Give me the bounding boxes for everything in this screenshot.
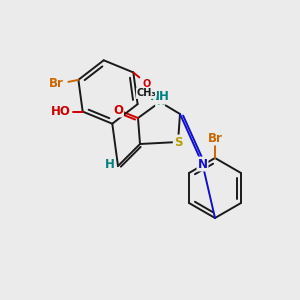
Text: O: O <box>113 103 123 116</box>
Text: H: H <box>105 158 115 170</box>
Text: N: N <box>197 158 208 170</box>
Text: S: S <box>174 136 182 148</box>
Text: Br: Br <box>49 77 64 90</box>
Text: O: O <box>142 80 150 89</box>
Text: Br: Br <box>208 131 222 145</box>
Text: NH: NH <box>150 91 170 103</box>
Text: CH₃: CH₃ <box>136 88 156 98</box>
Text: HO: HO <box>51 105 70 118</box>
Text: H: H <box>156 97 164 107</box>
Text: H: H <box>157 90 165 100</box>
